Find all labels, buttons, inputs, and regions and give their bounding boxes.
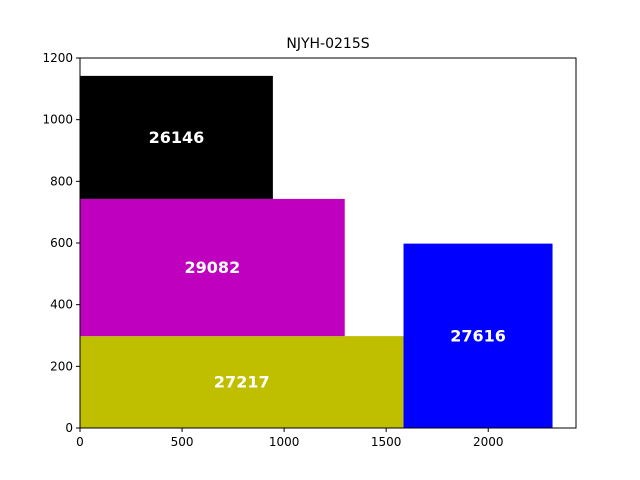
- y-tick-label: 400: [50, 298, 73, 312]
- x-tick-label: 2000: [473, 435, 504, 449]
- chart-boxes: [80, 75, 553, 428]
- x-tick-label: 0: [76, 435, 84, 449]
- box-label-26146: 26146: [149, 128, 205, 147]
- y-tick-label: 1200: [42, 51, 73, 65]
- x-tick-label: 500: [171, 435, 194, 449]
- x-tick-label: 1500: [371, 435, 402, 449]
- box-label-29082: 29082: [185, 258, 241, 277]
- x-axis: 0 500 1000 1500 2000: [76, 428, 504, 449]
- y-axis: 0 200 400 600 800 1000 1200: [42, 51, 80, 435]
- box-29082: [80, 198, 345, 337]
- y-tick-label: 800: [50, 174, 73, 188]
- y-tick-label: 0: [65, 421, 73, 435]
- box-26146: [80, 75, 273, 199]
- y-tick-label: 200: [50, 359, 73, 373]
- box-27616: [403, 243, 553, 428]
- x-tick-label: 1000: [269, 435, 300, 449]
- chart-box-labels: 27217 29082 26146 27616: [149, 128, 506, 392]
- box-label-27616: 27616: [450, 326, 506, 345]
- chart-title: NJYH-0215S: [286, 36, 369, 52]
- y-tick-label: 600: [50, 236, 73, 250]
- y-tick-label: 1000: [42, 113, 73, 127]
- box-27217: [80, 336, 404, 428]
- box-label-27217: 27217: [214, 373, 270, 392]
